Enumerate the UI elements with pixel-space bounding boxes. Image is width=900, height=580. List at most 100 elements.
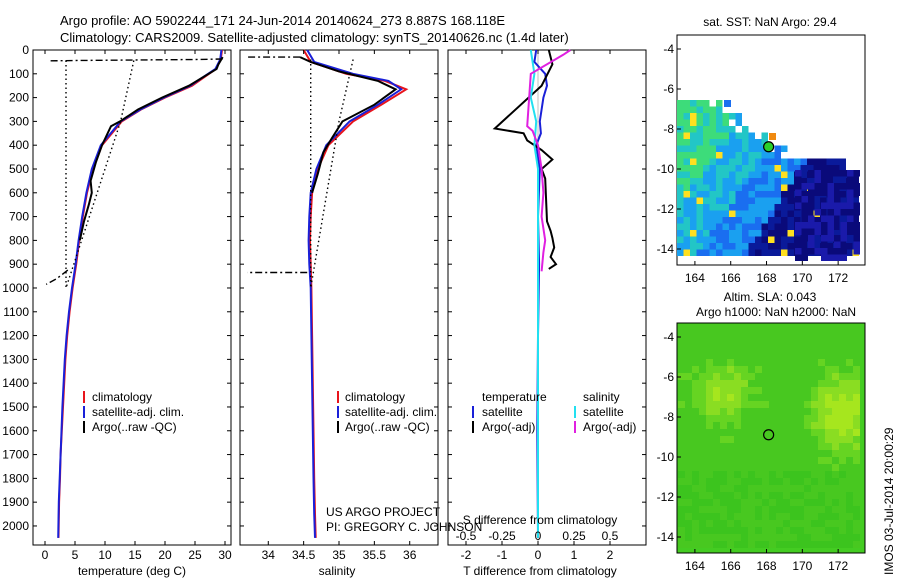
sst-cell (690, 217, 697, 224)
sst-cell (781, 236, 788, 243)
sst-cell (696, 132, 703, 139)
sla-cell (685, 443, 692, 450)
sst-cell (827, 170, 834, 177)
sla-cell (783, 464, 790, 471)
sla-cell (783, 450, 790, 457)
sla-cell (776, 366, 783, 373)
sst-cell (742, 184, 749, 191)
sla-cell (853, 429, 860, 436)
map-x-tick-label: 166 (721, 271, 741, 285)
sla-cell (818, 436, 825, 443)
sla-cell (734, 436, 741, 443)
sla-cell (790, 450, 797, 457)
sla-cell (818, 429, 825, 436)
sst-cell (716, 217, 723, 224)
sla-cell (748, 471, 755, 478)
sla-cell (846, 380, 853, 387)
sla-cell (839, 415, 846, 422)
sla-cell (713, 338, 720, 345)
sla-cell (692, 422, 699, 429)
sst-cell (795, 189, 802, 196)
sla-cell (685, 492, 692, 499)
sst-cell (722, 132, 729, 139)
sst-cell (768, 236, 775, 243)
sst-cell (761, 171, 768, 178)
sla-cell (713, 401, 720, 408)
sla-cell (685, 401, 692, 408)
sst-cell (729, 217, 736, 224)
sla-cell (853, 436, 860, 443)
sla-cell (783, 422, 790, 429)
y-tick-label: 0 (22, 43, 29, 57)
sla-cell (776, 394, 783, 401)
sst-cell (683, 217, 690, 224)
sla-cell (839, 485, 846, 492)
sla-cell (811, 527, 818, 534)
map-y-tick-label: -12 (657, 490, 675, 504)
sla-cell (825, 415, 832, 422)
sla-cell (825, 380, 832, 387)
map-y-tick-label: -10 (657, 162, 675, 176)
sla-cell (706, 359, 713, 366)
sla-cell (713, 541, 720, 548)
sla-cell (685, 513, 692, 520)
sla-cell (818, 541, 825, 548)
sla-cell (818, 422, 825, 429)
sst-cell (729, 113, 736, 120)
sla-cell (776, 429, 783, 436)
sla-cell (706, 394, 713, 401)
sla-cell (713, 408, 720, 415)
sla-cell (692, 366, 699, 373)
sst-cell (696, 171, 703, 178)
sla-cell (741, 457, 748, 464)
sla-cell (720, 450, 727, 457)
sst-cell (729, 223, 736, 230)
sla-cell (699, 401, 706, 408)
sla-cell (846, 338, 853, 345)
sst-cell (729, 230, 736, 237)
sla-cell (713, 380, 720, 387)
sst-cell (677, 230, 684, 237)
sst-cell (729, 191, 736, 198)
sst-cell (703, 230, 710, 237)
sst-cell (735, 113, 742, 120)
sla-cell (825, 436, 832, 443)
sla-cell (755, 352, 762, 359)
sla-cell (727, 471, 734, 478)
sla-cell (692, 331, 699, 338)
sla-cell (706, 345, 713, 352)
sla-cell (692, 408, 699, 415)
sla-cell (769, 499, 776, 506)
sst-cell (853, 209, 860, 216)
sst-cell (795, 170, 802, 177)
x-tick-label: 35.5 (363, 548, 387, 562)
sst-cell (781, 197, 788, 204)
sla-cell (685, 387, 692, 394)
sst-cell (696, 223, 703, 230)
sst-cell (690, 113, 697, 120)
sst-cell (853, 183, 860, 190)
sla-cell (818, 471, 825, 478)
legend-label-climatology: climatology (92, 390, 152, 404)
sla-cell (853, 422, 860, 429)
sst-cell (735, 158, 742, 165)
sla-cell (692, 352, 699, 359)
sst-cell (768, 184, 775, 191)
sla-cell (692, 387, 699, 394)
sla-cell (713, 415, 720, 422)
sla-cell (727, 541, 734, 548)
sla-cell (769, 380, 776, 387)
sst-cell (748, 145, 755, 152)
sla-cell (685, 345, 692, 352)
sla-cell (776, 345, 783, 352)
sst-cell (735, 171, 742, 178)
sla-cell (804, 492, 811, 499)
legend-title-salinity: salinity (583, 390, 620, 404)
sla-cell (811, 331, 818, 338)
sst-cell (853, 222, 860, 229)
sla-cell (818, 394, 825, 401)
sla-cell (811, 520, 818, 527)
sla-cell (699, 464, 706, 471)
sst-cell (722, 165, 729, 172)
